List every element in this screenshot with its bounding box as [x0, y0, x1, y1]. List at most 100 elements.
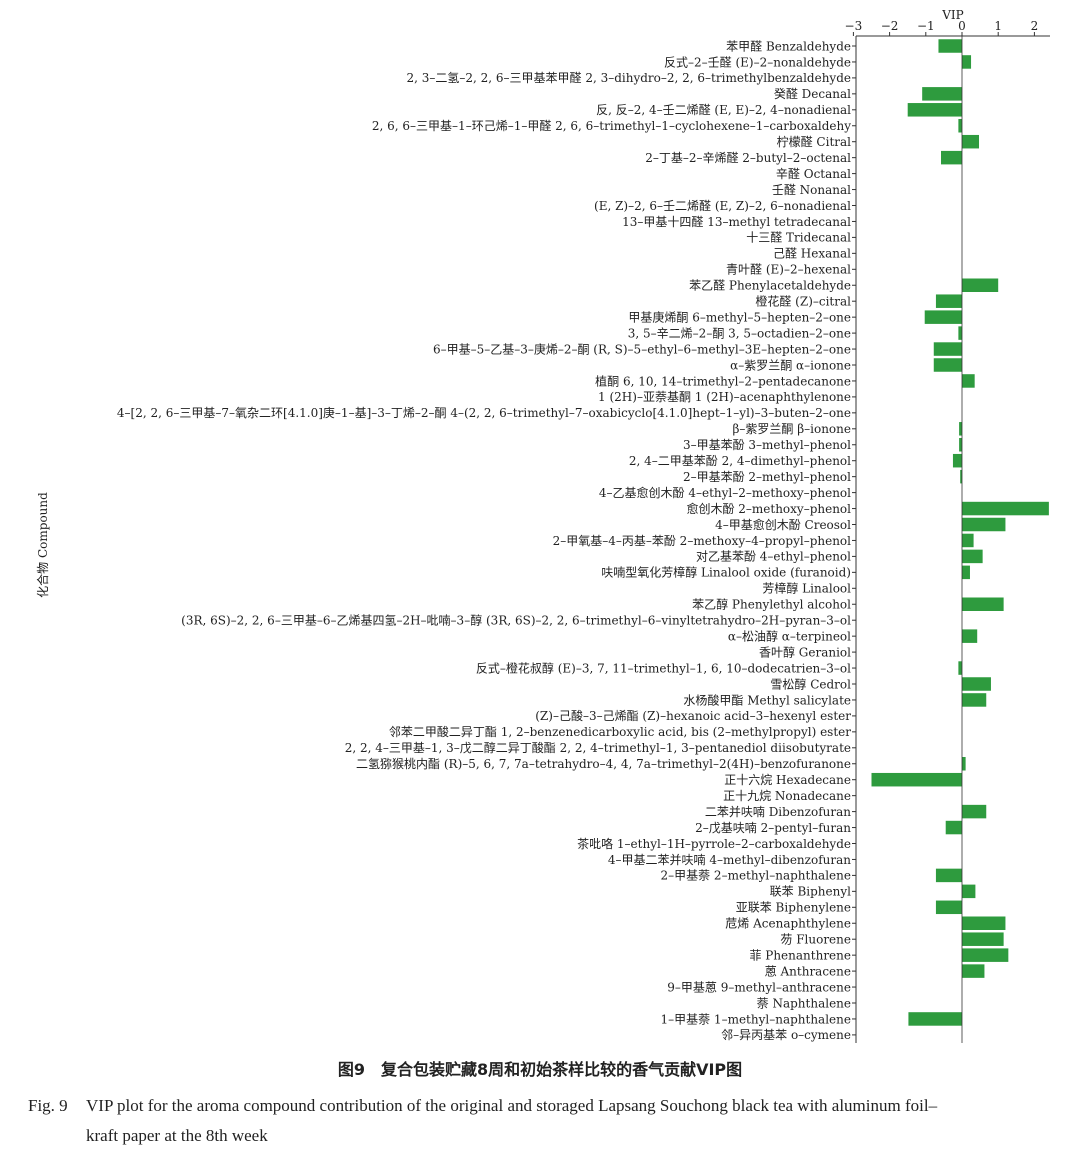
category-label: 4–甲基二苯并呋喃 4–methyl–dibenzofuran — [608, 852, 851, 867]
category-label: 橙花醛 (Z)–citral — [755, 294, 851, 309]
category-label: 3–甲基苯酚 3–methyl–phenol — [683, 438, 851, 452]
x-tick-label: −2 — [881, 19, 899, 33]
category-label: 苊烯 Acenaphthylene — [725, 917, 851, 931]
category-label: 亚联苯 Biphenylene — [736, 901, 851, 915]
category-label: (3R, 6S)–2, 2, 6–三甲基–6–乙烯基四氢–2H–吡喃–3–醇 (… — [181, 613, 851, 628]
bar — [922, 87, 962, 101]
bar — [962, 693, 987, 707]
category-label: α–紫罗兰酮 α–ionone — [730, 358, 851, 372]
category-label: 2–甲氧基–4–丙基–苯酚 2–methoxy–4–propyl–phenol — [553, 534, 852, 548]
category-label: 2, 2, 4–三甲基–1, 3–戊二醇二异丁酸酯 2, 2, 4–trimet… — [345, 740, 851, 755]
category-label: 壬醛 Nonanal — [772, 182, 851, 197]
category-label: (E, Z)–2, 6–壬二烯醛 (E, Z)–2, 6–nonadienal — [594, 198, 851, 213]
caption-line-2: kraft paper at the 8th week — [86, 1126, 268, 1145]
category-label: 1 (2H)–亚萘基酮 1 (2H)–acenaphthylenone — [598, 390, 851, 404]
category-label: 4–[2, 2, 6–三甲基–7–氧杂二环[4.1.0]庚–1–基]–3–丁烯–… — [117, 405, 851, 420]
bar — [962, 629, 978, 643]
bar — [962, 932, 1004, 946]
category-label: 2, 3–二氢–2, 2, 6–三甲基苯甲醛 2, 3–dihydro–2, 2… — [406, 70, 851, 85]
category-label: 3, 5–辛二烯–2–酮 3, 5–octadien–2–one — [628, 326, 851, 340]
category-label: 癸醛 Decanal — [774, 86, 851, 101]
caption-line-1: VIP plot for the aroma compound contribu… — [86, 1096, 938, 1115]
category-label: 2, 6, 6–三甲基–1–环己烯–1–甲醛 2, 6, 6–trimethyl… — [372, 118, 851, 133]
category-label: 1–甲基萘 1–methyl–naphthalene — [660, 1012, 851, 1026]
category-label: 邻苯二甲酸二异丁酯 1, 2–benzenedicarboxylic acid,… — [389, 724, 851, 739]
category-label: 反, 反–2, 4–壬二烯醛 (E, E)–2, 4–nonadienal — [596, 102, 851, 117]
bar — [935, 900, 962, 915]
category-label: 4–乙基愈创木酚 4–ethyl–2–methoxy–phenol — [599, 485, 851, 500]
bar — [962, 549, 983, 564]
bar — [962, 916, 1006, 930]
bar — [962, 533, 974, 548]
bar — [941, 150, 962, 165]
bar — [962, 677, 991, 691]
category-label: 4–甲基愈创木酚 Creosol — [715, 517, 851, 532]
bar — [958, 119, 962, 133]
category-label: 联苯 Biphenyl — [770, 885, 851, 899]
category-label: 香叶醇 Geraniol — [759, 644, 851, 659]
category-label: α–松油醇 α–terpineol — [728, 628, 851, 643]
category-label: 芳樟醇 Linalool — [762, 581, 851, 596]
category-label: 对乙基苯酚 4–ethyl–phenol — [696, 550, 851, 564]
category-label: 二苯并呋喃 Dibenzofuran — [705, 804, 851, 819]
category-label: 萘 Naphthalene — [757, 996, 851, 1010]
x-tick-label: −3 — [845, 19, 863, 33]
bar — [933, 342, 962, 356]
category-label: 正十九烷 Nonadecane — [723, 789, 851, 803]
bar — [938, 39, 962, 53]
category-label: 6–甲基–5–乙基–3–庚烯–2–酮 (R, S)–5–ethyl–6–meth… — [433, 341, 851, 356]
category-label: 芴 Fluorene — [780, 932, 851, 947]
category-label: 愈创木酚 2–methoxy–phenol — [686, 501, 851, 516]
figure-caption-english: Fig. 9 VIP plot for the aroma compound co… — [28, 1091, 1068, 1151]
x-axis: −3 −2 −1 0 1 2 — [845, 19, 1050, 37]
category-label: 柠檬醛 Citral — [777, 134, 852, 149]
bar — [960, 469, 962, 484]
bar — [962, 501, 1049, 516]
category-label: 苯乙醛 Phenylacetaldehyde — [689, 278, 851, 293]
figure-caption-chinese: 图9 复合包装贮藏8周和初始茶样比较的香气贡献VIP图 — [337, 1060, 743, 1079]
category-label: 甲基庚烯酮 6–methyl–5–hepten–2–one — [628, 309, 851, 324]
category-label: 邻–异丙基苯 o–cymene — [721, 1028, 851, 1042]
bar — [907, 103, 962, 117]
bar — [962, 374, 975, 388]
category-label: 十三醛 Tridecanal — [746, 230, 851, 245]
category-label: 己醛 Hexanal — [773, 246, 851, 261]
bar — [908, 1012, 962, 1026]
y-axis-label: 化合物 Compound — [35, 492, 50, 598]
x-tick-label: 2 — [1031, 19, 1039, 33]
category-label: 2–丁基–2–辛烯醛 2–butyl–2–octenal — [645, 150, 851, 165]
x-tick-label: 1 — [994, 19, 1002, 33]
bars-group — [871, 36, 1049, 1043]
figure-label: Fig. 9 — [28, 1096, 68, 1115]
category-label: 13–甲基十四醛 13–methyl tetradecanal — [622, 214, 851, 229]
category-label: 呋喃型氧化芳樟醇 Linalool oxide (furanoid) — [601, 565, 851, 580]
bar — [962, 757, 966, 771]
x-axis-label: VIP — [941, 8, 963, 22]
category-label: 青叶醛 (E)–2–hexenal — [726, 262, 851, 277]
category-label: 9–甲基蒽 9–methyl–anthracene — [667, 980, 851, 994]
category-label: 菲 Phenanthrene — [749, 948, 851, 962]
category-label: 水杨酸甲酯 Methyl salicylate — [683, 692, 851, 707]
bar — [924, 310, 962, 324]
bar — [962, 278, 999, 292]
bar — [962, 597, 1004, 611]
bar — [962, 134, 980, 149]
category-label: 蒽 Anthracene — [765, 964, 851, 978]
category-label: 反式–橙花叔醇 (E)–3, 7, 11–trimethyl–1, 6, 10–… — [476, 660, 851, 675]
category-label: (Z)–己酸–3–己烯酯 (Z)–hexanoic acid–3–hexenyl… — [535, 708, 851, 723]
bar — [935, 294, 962, 308]
bar — [962, 884, 976, 899]
bar — [945, 820, 962, 835]
category-label: 苯甲醛 Benzaldehyde — [726, 38, 851, 53]
bar — [959, 438, 962, 452]
category-label: 苯乙醇 Phenylethyl alcohol — [692, 597, 851, 612]
category-label: β–紫罗兰酮 β–ionone — [732, 422, 851, 436]
bar — [952, 453, 962, 468]
bar — [935, 868, 962, 883]
bar — [959, 422, 962, 436]
bar — [962, 565, 970, 580]
category-label: 植酮 6, 10, 14–trimethyl–2–pentadecanone — [595, 373, 851, 388]
bar — [962, 804, 987, 819]
